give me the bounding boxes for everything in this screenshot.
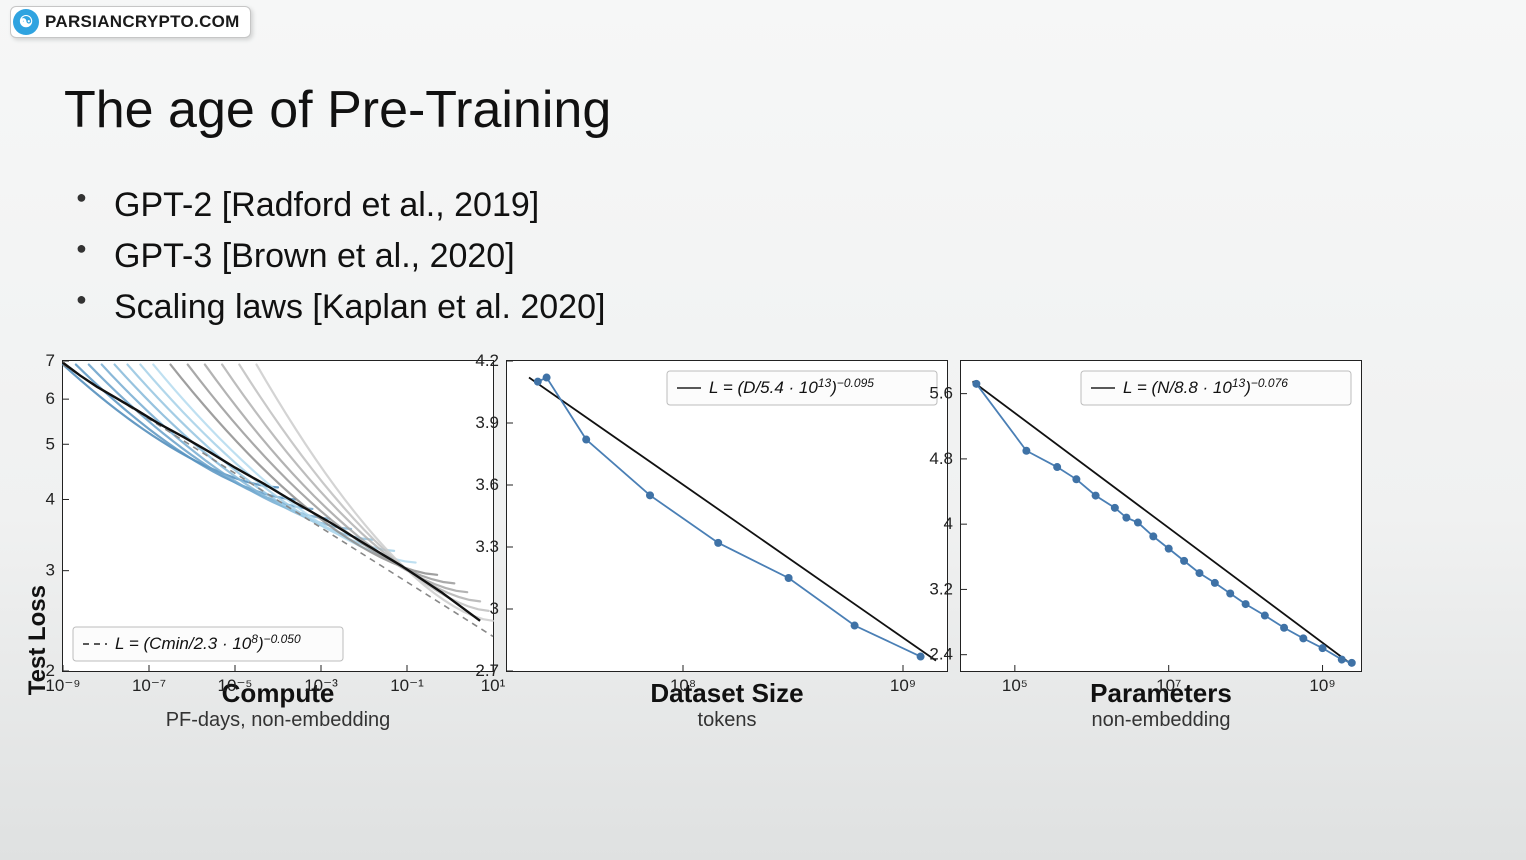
chart-compute-panel: 23456710⁻⁹10⁻⁷10⁻⁵10⁻³10⁻¹10¹L = (Cmin/2… [62, 360, 494, 800]
chart-compute-xlabel: Compute [166, 678, 391, 709]
chart-params-xsub: non-embedding [1090, 709, 1232, 732]
svg-text:4.2: 4.2 [475, 351, 499, 370]
svg-text:5: 5 [46, 434, 55, 453]
svg-text:10⁹: 10⁹ [1309, 676, 1335, 695]
svg-text:3.6: 3.6 [475, 475, 499, 494]
chart-dataset-panel: 2.733.33.63.94.210⁸10⁹L = (D/5.4 · 1013)… [506, 360, 948, 800]
svg-text:10⁻¹: 10⁻¹ [390, 676, 424, 695]
svg-text:4.8: 4.8 [929, 449, 953, 468]
svg-text:3.9: 3.9 [475, 413, 499, 432]
chart-compute: 23456710⁻⁹10⁻⁷10⁻⁵10⁻³10⁻¹10¹L = (Cmin/2… [62, 360, 494, 672]
page-title: The age of Pre-Training [64, 80, 1462, 140]
svg-text:5.6: 5.6 [929, 384, 953, 403]
charts-row: Test Loss 23456710⁻⁹10⁻⁷10⁻⁵10⁻³10⁻¹10¹L… [20, 360, 1506, 800]
chart-dataset-xsub: tokens [650, 709, 803, 732]
watermark-text: PARSIANCRYPTO.COM [45, 12, 240, 32]
svg-text:4: 4 [46, 489, 55, 508]
bullet-item: GPT-3 [Brown et al., 2020] [114, 231, 1462, 282]
slide: The age of Pre-Training GPT-2 [Radford e… [0, 0, 1526, 860]
svg-text:3: 3 [46, 561, 55, 580]
svg-text:3.2: 3.2 [929, 579, 953, 598]
svg-text:6: 6 [46, 389, 55, 408]
svg-text:3: 3 [490, 599, 499, 618]
svg-text:10⁹: 10⁹ [890, 676, 916, 695]
svg-text:3.3: 3.3 [475, 537, 499, 556]
svg-text:4: 4 [944, 514, 953, 533]
svg-text:2.7: 2.7 [475, 661, 499, 680]
chart-dataset: 2.733.33.63.94.210⁸10⁹L = (D/5.4 · 1013)… [506, 360, 948, 672]
chart-params-panel: 2.43.244.85.610⁵10⁷10⁹L = (N/8.8 · 1013)… [960, 360, 1362, 800]
bullet-item: Scaling laws [Kaplan et al. 2020] [114, 282, 1462, 333]
chart-params: 2.43.244.85.610⁵10⁷10⁹L = (N/8.8 · 1013)… [960, 360, 1362, 672]
watermark-logo-icon: ☯ [13, 9, 39, 35]
svg-text:10⁻⁷: 10⁻⁷ [132, 676, 166, 695]
bullet-item: GPT-2 [Radford et al., 2019] [114, 180, 1462, 231]
chart-compute-xsub: PF-days, non-embedding [166, 709, 391, 732]
svg-text:10⁵: 10⁵ [1002, 676, 1028, 695]
svg-text:10⁻⁵: 10⁻⁵ [218, 676, 253, 695]
bullet-list: GPT-2 [Radford et al., 2019] GPT-3 [Brow… [74, 180, 1462, 333]
svg-text:2.4: 2.4 [929, 645, 953, 664]
svg-text:10⁸: 10⁸ [670, 676, 696, 695]
svg-text:7: 7 [46, 351, 55, 370]
svg-text:10⁷: 10⁷ [1156, 676, 1181, 695]
watermark-badge: ☯ PARSIANCRYPTO.COM [10, 6, 251, 38]
svg-text:10⁻³: 10⁻³ [304, 676, 338, 695]
svg-text:10⁻⁹: 10⁻⁹ [45, 676, 80, 695]
